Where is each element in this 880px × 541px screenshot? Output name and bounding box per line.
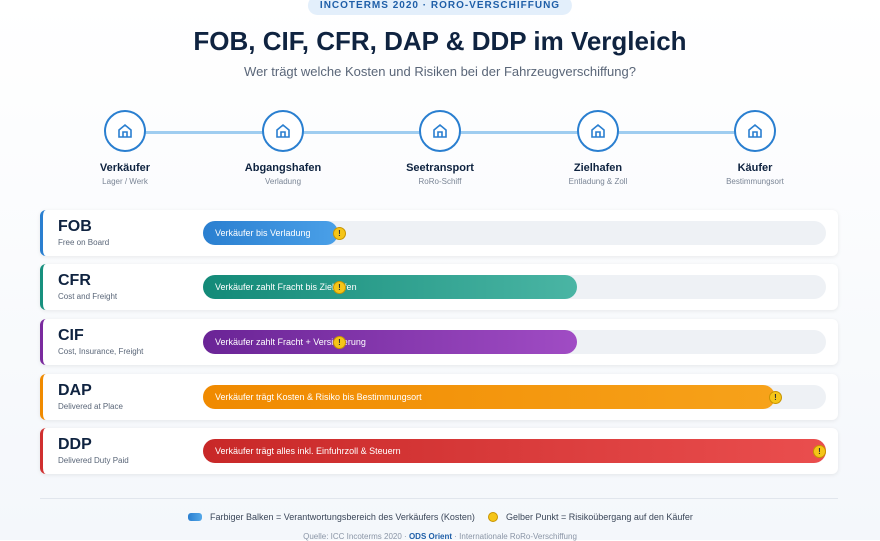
separator	[40, 498, 838, 499]
stage: Käufer Bestimmungsort	[685, 110, 825, 186]
stage-sub: Verladung	[264, 177, 302, 186]
stage: Verkäufer Lager / Werk	[55, 110, 195, 186]
risk-dot: !	[333, 227, 346, 240]
term-row: FOB Free on Board Verkäufer bis Verladun…	[40, 210, 838, 256]
term-row: DDP Delivered Duty Paid Verkäufer trägt …	[40, 428, 838, 474]
stage: Seetransport RoRo-Schiff	[370, 110, 510, 186]
term-name: Free on Board	[58, 238, 110, 247]
term-name: Cost, Insurance, Freight	[58, 347, 144, 356]
track: Verkäufer trägt alles inkl. Einfuhrzoll …	[203, 439, 826, 463]
term-name: Cost and Freight	[58, 292, 118, 301]
legend-bar: Farbiger Balken = Verantwortungsbereich …	[188, 512, 475, 522]
title: FOB, CIF, CFR, DAP & DDP im Vergleich	[193, 26, 687, 56]
stage-icon	[577, 110, 619, 152]
track: Verkäufer trägt Kosten & Risiko bis Best…	[203, 385, 826, 409]
footer-rest: · Internationale RoRo-Verschiffung	[454, 532, 577, 541]
stage-label: Zielhafen	[573, 162, 623, 174]
term-code: DDP	[58, 436, 92, 453]
badge: INCOTERMS 2020 · RORO-VERSCHIFFUNG	[307, 0, 573, 15]
risk-dot: !	[333, 336, 346, 349]
stage-label: Verkäufer	[99, 162, 151, 174]
term-code: DAP	[58, 382, 92, 399]
icon	[118, 123, 132, 138]
stage-label: Abgangshafen	[244, 162, 322, 174]
term-code: FOB	[58, 218, 92, 235]
stage: Abgangshafen Verladung	[213, 110, 353, 186]
stage-sub: Entladung & Zoll	[568, 177, 628, 186]
legend-swatch	[488, 512, 498, 522]
stage-icon	[734, 110, 776, 152]
track: Verkäufer bis Verladung !	[203, 221, 826, 245]
term-name: Delivered at Place	[58, 402, 123, 411]
stage-label: Seetransport	[406, 162, 474, 174]
footer-brand: ODS Orient	[408, 532, 453, 541]
stage-label: Käufer	[737, 162, 773, 174]
legend-dot: Gelber Punkt = Risikoübergang auf den Kä…	[488, 512, 693, 522]
stage: Zielhafen Entladung & Zoll	[528, 110, 668, 186]
stage-icon	[104, 110, 146, 152]
icon	[276, 123, 290, 138]
stage-icon	[419, 110, 461, 152]
risk-dot: !	[769, 391, 782, 404]
term-row: CIF Cost, Insurance, Freight Verkäufer z…	[40, 319, 838, 365]
footer-source: Quelle: ICC Incoterms 2020 ·	[303, 532, 407, 541]
stage-sub: RoRo-Schiff	[418, 177, 462, 186]
term-code: CIF	[58, 327, 84, 344]
responsibility-bar: Verkäufer zahlt Fracht + Versicherung	[203, 330, 577, 354]
icon	[748, 123, 762, 138]
risk-dot: !	[813, 445, 826, 458]
risk-dot: !	[333, 281, 346, 294]
term-row: DAP Delivered at Place Verkäufer trägt K…	[40, 374, 838, 420]
responsibility-bar: Verkäufer bis Verladung	[203, 221, 338, 245]
icon	[433, 123, 447, 138]
term-name: Delivered Duty Paid	[58, 456, 129, 465]
stage-icon	[262, 110, 304, 152]
track: Verkäufer zahlt Fracht bis Zielhafen !	[203, 275, 826, 299]
legend-text: Farbiger Balken = Verantwortungsbereich …	[210, 512, 475, 522]
legend-text: Gelber Punkt = Risikoübergang auf den Kä…	[506, 512, 693, 522]
icon	[591, 123, 605, 138]
responsibility-bar: Verkäufer trägt Kosten & Risiko bis Best…	[203, 385, 775, 409]
track: Verkäufer zahlt Fracht + Versicherung !	[203, 330, 826, 354]
stage-sub: Lager / Werk	[102, 177, 148, 186]
term-row: CFR Cost and Freight Verkäufer zahlt Fra…	[40, 264, 838, 310]
subtitle: Wer trägt welche Kosten und Risiken bei …	[244, 64, 636, 79]
term-code: CFR	[58, 272, 91, 289]
footer: Quelle: ICC Incoterms 2020 · ODS Orient …	[0, 532, 880, 541]
legend-swatch	[188, 513, 202, 521]
stage-sub: Bestimmungsort	[726, 177, 784, 186]
responsibility-bar: Verkäufer zahlt Fracht bis Zielhafen	[203, 275, 577, 299]
responsibility-bar: Verkäufer trägt alles inkl. Einfuhrzoll …	[203, 439, 826, 463]
